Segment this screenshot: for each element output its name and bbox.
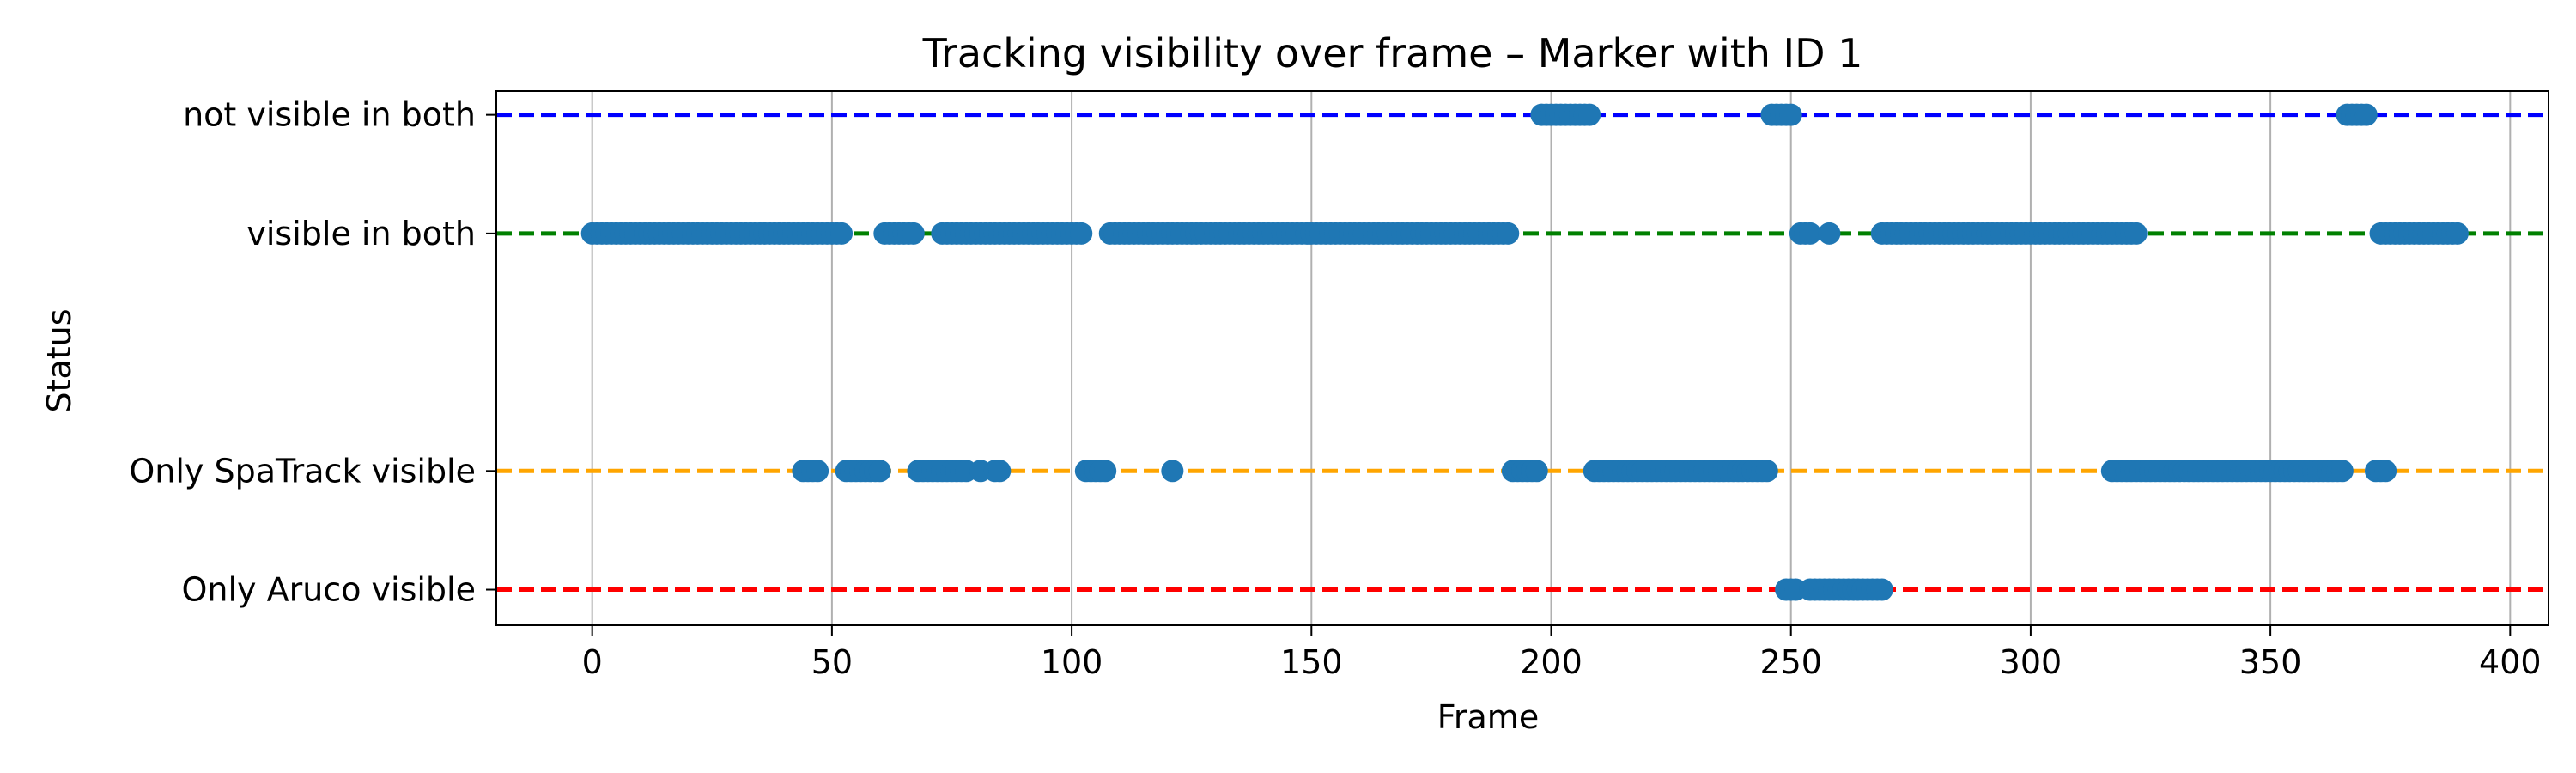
plot-frame [495, 90, 2549, 626]
point-s1-f67 [902, 222, 925, 245]
point-s1-f52 [830, 222, 854, 245]
x-tick-label-350: 350 [2239, 643, 2302, 681]
point-s2-f121 [1161, 460, 1184, 483]
point-s2-f245 [1755, 460, 1778, 483]
point-s2-f60 [868, 460, 891, 483]
category-lines [496, 113, 2549, 593]
x-tick-label-0: 0 [582, 643, 603, 681]
point-s2-f85 [988, 460, 1012, 483]
x-tick-label-400: 400 [2479, 643, 2542, 681]
point-s1-f102 [1070, 222, 1093, 245]
x-axis-ticks: 0 50 100 150 200 250 300 350 400 [582, 625, 2542, 681]
point-s2-f107 [1094, 460, 1117, 483]
point-s1-f254 [1799, 222, 1822, 245]
x-axis-label: Frame [1437, 698, 1539, 736]
point-s2-f47 [806, 460, 829, 483]
point-s3-f269 [1870, 578, 1893, 601]
y-axis-ticks: not visible in both visible in both Only S… [129, 96, 496, 609]
x-tick-label-100: 100 [1041, 643, 1103, 681]
point-s1-f322 [2124, 222, 2148, 245]
point-s1-f191 [1497, 222, 1520, 245]
x-tick-label-300: 300 [2000, 643, 2063, 681]
x-tick-label-50: 50 [811, 643, 853, 681]
x-tick-label-250: 250 [1759, 643, 1822, 681]
point-s1-f258 [1818, 222, 1841, 245]
x-tick-label-200: 200 [1520, 643, 1583, 681]
y-tick-label-0: not visible in both [183, 96, 476, 134]
x-tick-label-150: 150 [1280, 643, 1343, 681]
chart-title: Tracking visibility over frame – Marker … [922, 30, 1863, 76]
point-s0-f370 [2354, 103, 2378, 126]
point-s1-f389 [2445, 222, 2469, 245]
y-axis-label: Status [40, 308, 78, 412]
y-tick-label-1: visible in both [246, 215, 476, 253]
point-s0-f208 [1578, 103, 1601, 126]
point-s2-f374 [2374, 460, 2397, 483]
data-points [580, 103, 2469, 601]
point-s2-f365 [2330, 460, 2354, 483]
point-s0-f250 [1779, 103, 1802, 126]
grid-lines [591, 91, 2512, 625]
y-tick-label-2: Only SpaTrack visible [129, 452, 476, 490]
point-s2-f197 [1525, 460, 1548, 483]
y-tick-label-3: Only Aruco visible [181, 571, 476, 609]
